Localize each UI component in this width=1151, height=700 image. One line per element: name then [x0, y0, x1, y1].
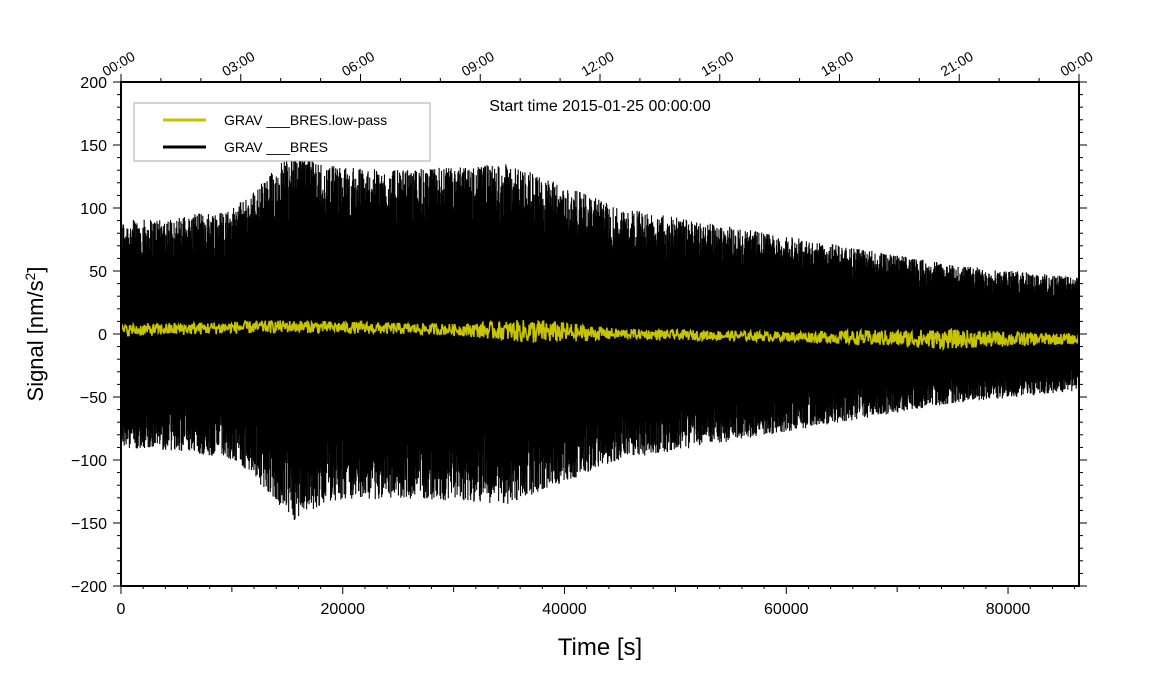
lowpass-signal-line	[120, 319, 1080, 352]
x-tick-label: 40000	[542, 601, 587, 618]
legend-label-lowpass: GRAV ___BRES.low-pass	[224, 112, 387, 128]
y-tick-label: −200	[71, 579, 107, 596]
y-axis-label-sup: 2	[22, 272, 38, 280]
x-tick-labels: 0 20000 40000 60000 80000	[117, 601, 1031, 618]
y-axis-label: Signal [nm/s2]	[22, 267, 48, 402]
legend-box	[133, 102, 431, 162]
y-axis-label-main: Signal [nm/s	[23, 280, 48, 401]
series-lowpass	[120, 319, 1080, 352]
legend-label-raw: GRAV ___BRES	[224, 139, 328, 155]
axis-ticks	[113, 74, 1087, 594]
y-axis-label-suffix: ]	[23, 267, 48, 273]
legend: GRAV ___BRES.low-pass GRAV ___BRES	[133, 102, 431, 162]
x-tick-label: 60000	[764, 601, 809, 618]
raw-signal-core	[121, 249, 1079, 426]
x-axis-label: Time [s]	[558, 634, 642, 661]
y-tick-label: 0	[98, 327, 107, 344]
y-tick-label: 50	[89, 264, 107, 281]
y-tick-label: −100	[71, 453, 107, 470]
y-tick-label: 200	[80, 75, 107, 92]
x-tick-label: 20000	[321, 601, 366, 618]
x-tick-label: 0	[117, 601, 126, 618]
y-tick-label: 100	[80, 201, 107, 218]
y-tick-label: 150	[80, 138, 107, 155]
x-tick-label: 80000	[986, 601, 1031, 618]
chart-title: Start time 2015-01-25 00:00:00	[489, 98, 711, 115]
y-tick-label: −50	[80, 390, 107, 407]
y-tick-label: −150	[71, 516, 107, 533]
y-tick-labels: −200 −150 −100 −50 0 50 100 150 200	[71, 75, 107, 596]
